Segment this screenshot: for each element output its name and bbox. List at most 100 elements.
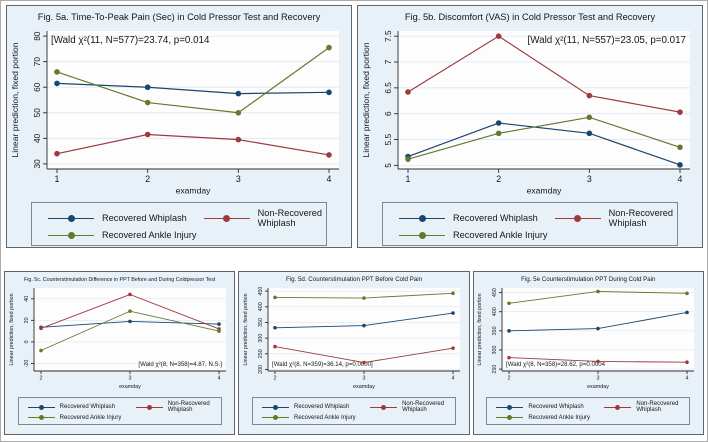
y-axis-label: Linear prediction, fixed portion [361, 42, 371, 157]
chart-legend: Recovered Whiplash Non-Recovered Whiplash… [251, 397, 456, 425]
chart-legend: Recovered Whiplash Non-Recovered Whiplash… [31, 202, 327, 246]
data-point-marker [596, 326, 601, 331]
data-point-marker [586, 130, 593, 137]
y-tick-label: 400 [258, 302, 264, 311]
legend-entry: Recovered Whiplash [496, 401, 604, 413]
data-point-marker [144, 131, 151, 138]
y-tick-label: 50 [32, 108, 42, 118]
chart-plot-area: -20 0 20 40 2 3 4 examday Linear prediction, fix… [7, 283, 233, 395]
data-point-marker [495, 130, 502, 137]
legend-entry: Non-Recovered Whiplash [604, 401, 689, 413]
x-tick-label: 2 [39, 375, 42, 381]
legend-entry: Recovered Ankle Injury [48, 230, 204, 240]
legend-label: Non-Recovered Whiplash [167, 401, 210, 413]
data-point-marker [507, 301, 512, 306]
x-tick-label: 4 [327, 174, 332, 184]
legend-entry: Non-Recovered Whiplash [135, 401, 221, 413]
x-tick-label: 4 [686, 375, 689, 381]
data-point-marker [507, 355, 512, 360]
legend-label: Recovered Whiplash [293, 404, 350, 410]
data-point-marker [677, 162, 683, 168]
bottom-row: Fig. 5c. Counterstimulation Difference i… [1, 271, 707, 435]
data-point-marker [451, 346, 455, 350]
x-axis-label: examday [176, 186, 212, 196]
y-tick-label: 30 [32, 159, 42, 169]
y-tick-label: 450 [492, 288, 498, 297]
legend-line-marker-icon [48, 231, 94, 240]
series-line [407, 35, 681, 113]
legend-line-marker-icon [48, 214, 94, 223]
y-tick-label: 0 [24, 340, 30, 343]
legend-label: Recovered Whiplash [102, 213, 187, 223]
x-tick-label: 3 [236, 174, 241, 184]
chart-title: Fig. 5d. Counterstimulation PPT Before C… [285, 276, 423, 283]
data-point-marker [144, 99, 151, 106]
chart-title: Fig. 5e Counterstimulation PPT During Co… [521, 276, 656, 283]
x-tick-label: 3 [362, 375, 365, 381]
y-tick-label: 400 [492, 307, 498, 316]
data-point-marker [144, 84, 151, 91]
y-tick-label: 40 [32, 133, 42, 143]
data-point-marker [685, 291, 690, 296]
data-point-marker [451, 311, 455, 315]
y-tick-label: 5 [383, 163, 393, 168]
series-line [407, 116, 681, 160]
legend-entry: Recovered Ankle Injury [27, 414, 136, 421]
legend-line-marker-icon [496, 414, 524, 421]
data-point-marker [38, 326, 43, 331]
y-tick-label: 5.5 [383, 133, 393, 145]
legend-label: Non-Recovered Whiplash [402, 401, 445, 413]
legend-label: Recovered Ankle Injury [528, 414, 591, 421]
data-point-marker [326, 89, 332, 96]
legend-label: Recovered Ankle Injury [453, 230, 548, 240]
data-point-marker [235, 136, 242, 143]
legend-entry: Recovered Ankle Injury [399, 230, 555, 240]
data-point-marker [127, 319, 132, 324]
y-tick-label: 200 [258, 365, 264, 374]
fig-5e-svg: 250 300 350 400 450 2 3 4 examday Linear predicti… [477, 288, 695, 390]
y-tick-label: 350 [492, 326, 498, 335]
chart-title: Fig. 5c. Counterstimulation Difference i… [23, 277, 216, 283]
chart-plot-area: 30 40 50 60 70 80 1 2 3 4 examday Linear prediction… [9, 23, 349, 201]
series-line [407, 122, 681, 166]
y-tick-label: 350 [258, 318, 264, 327]
legend-label: Non-Recovered Whiplash [257, 208, 323, 228]
chart-title: Fig. 5b. Discomfort (VAS) in Cold Presso… [404, 12, 656, 22]
data-point-marker [586, 92, 593, 99]
y-tick-label: 80 [32, 31, 42, 41]
y-tick-label: 7.5 [383, 30, 393, 42]
legend-line-marker-icon [604, 404, 632, 411]
y-tick-label: 6 [383, 111, 393, 116]
data-point-marker [596, 359, 601, 364]
data-point-marker [677, 109, 683, 115]
chart-legend: Recovered Whiplash Non-Recovered Whiplash… [382, 202, 678, 246]
data-point-marker [216, 329, 221, 333]
x-tick-label: 3 [128, 375, 131, 381]
top-row: Fig. 5a. Time-To-Peak Pain (Sec) in Cold… [1, 5, 707, 248]
fig-5a-svg: 30 40 50 60 70 80 1 2 3 4 examday Linear prediction… [10, 31, 339, 196]
data-point-marker [54, 69, 60, 75]
legend-entry: Recovered Whiplash [399, 208, 555, 228]
series-line [56, 47, 330, 114]
x-tick-label: 1 [55, 174, 60, 184]
legend-entry: Non-Recovered Whiplash [203, 208, 326, 228]
y-axis-label: Linear prediction, fixed portion [477, 293, 483, 365]
y-tick-label: 6.5 [383, 82, 393, 94]
data-point-marker [127, 309, 132, 313]
x-tick-label: 2 [508, 375, 511, 381]
data-point-marker [405, 89, 411, 95]
data-point-marker [596, 289, 601, 294]
legend-line-marker-icon [496, 404, 524, 411]
legend-label: Recovered Whiplash [453, 213, 538, 223]
data-point-marker [495, 33, 502, 39]
legend-entry: Non-Recovered Whiplash [554, 208, 677, 228]
data-point-marker [586, 114, 593, 121]
x-tick-label: 1 [406, 174, 411, 184]
data-point-marker [451, 291, 455, 296]
legend-line-marker-icon [399, 214, 445, 223]
panel-fig-5e: Fig. 5e Counterstimulation PPT During Co… [472, 271, 704, 435]
y-tick-label: -20 [24, 360, 30, 368]
legend-line-marker-icon [370, 404, 398, 411]
data-point-marker [273, 295, 277, 300]
data-point-marker [54, 80, 60, 87]
